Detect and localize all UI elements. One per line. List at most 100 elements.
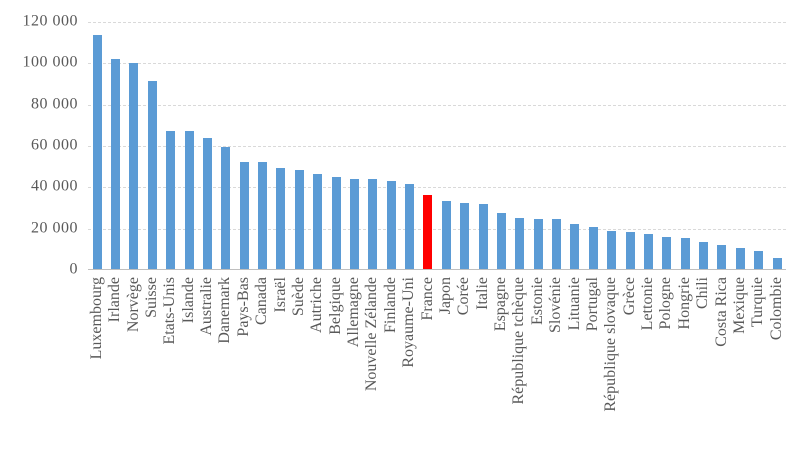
x-tick-label: Hongrie xyxy=(675,277,693,330)
bar xyxy=(129,62,139,270)
bar xyxy=(588,227,598,270)
bar-slot xyxy=(603,22,621,270)
x-tick-label: Pays-Bas xyxy=(234,277,252,337)
x-tick-label: Chili xyxy=(694,277,712,310)
x-tick-label: Islande xyxy=(179,277,197,324)
bar xyxy=(166,130,176,270)
x-label-slot: Lituanie xyxy=(566,277,584,330)
x-label-slot: Autriche xyxy=(308,277,327,333)
x-label-slot: Luxembourg xyxy=(88,277,106,359)
bar-slot xyxy=(106,22,124,270)
x-label-slot: Israël xyxy=(272,277,290,313)
y-tick-label: 80 000 xyxy=(31,95,78,113)
x-label-slot: France xyxy=(419,277,437,321)
bar xyxy=(92,35,102,270)
x-label-slot: Nouvelle Zélande xyxy=(363,277,382,391)
y-tick-label: 0 xyxy=(69,260,78,278)
bar-highlighted-france xyxy=(423,195,433,270)
bar xyxy=(533,218,543,270)
bar-slot xyxy=(272,22,290,270)
x-tick-label: Costa Rica xyxy=(712,277,730,347)
x-tick-label: Italie xyxy=(473,277,491,310)
bar xyxy=(313,173,323,270)
bar xyxy=(680,238,690,270)
x-label-slot: Royaume-Uni xyxy=(400,277,418,368)
x-tick-label: Belgique xyxy=(326,277,344,335)
bar-slot xyxy=(309,22,327,270)
x-label-slot: Suisse xyxy=(143,277,161,318)
bar-slot xyxy=(217,22,235,270)
x-label-slot: Islande xyxy=(180,277,198,323)
x-label-slot: Estonie xyxy=(529,277,547,325)
bar-slot xyxy=(437,22,455,270)
bar xyxy=(276,167,286,270)
y-tick-label: 120 000 xyxy=(22,12,78,30)
bar-slot xyxy=(456,22,474,270)
x-label-slot: Belgique xyxy=(327,277,345,335)
bar-slot xyxy=(327,22,345,270)
x-label-slot: Japon xyxy=(437,277,455,314)
bar-slot xyxy=(566,22,584,270)
gridline xyxy=(88,146,786,147)
x-label-slot: République tchèque xyxy=(510,277,529,405)
y-tick-label: 100 000 xyxy=(22,53,78,71)
x-label-slot: Finlande xyxy=(382,277,400,333)
bar-slot xyxy=(235,22,253,270)
bar-slot xyxy=(713,22,731,270)
gridline xyxy=(88,63,786,65)
gridline xyxy=(88,22,786,23)
bar xyxy=(699,242,709,270)
bar-slot xyxy=(198,22,216,270)
bar xyxy=(202,138,212,270)
bar xyxy=(754,250,764,270)
bar xyxy=(478,203,488,270)
x-tick-label: Autriche xyxy=(308,277,326,333)
bar-slot xyxy=(694,22,712,270)
plot-area xyxy=(88,22,786,270)
bar xyxy=(496,212,506,270)
x-tick-label: Allemagne xyxy=(345,277,363,348)
x-label-slot: Suède xyxy=(290,277,308,316)
bar-slot xyxy=(88,22,106,270)
bar xyxy=(239,161,249,270)
x-label-slot: Costa Rica xyxy=(713,277,731,347)
x-label-slot: Norvège xyxy=(125,277,143,332)
bar-slot xyxy=(676,22,694,270)
bar-slot xyxy=(400,22,418,270)
x-tick-label: France xyxy=(418,277,436,321)
y-tick-label: 40 000 xyxy=(31,177,78,195)
bar-slot xyxy=(731,22,749,270)
x-tick-label: Royaume-Uni xyxy=(400,277,418,368)
x-label-slot: Canada xyxy=(253,277,271,325)
bar xyxy=(147,80,157,270)
bar-slot xyxy=(162,22,180,270)
bar xyxy=(184,130,194,270)
bar xyxy=(772,257,782,270)
bar xyxy=(552,219,562,270)
bar xyxy=(111,59,121,270)
x-tick-label: Mexique xyxy=(730,277,748,334)
x-label-slot: Chili xyxy=(694,277,712,309)
bar xyxy=(331,176,341,270)
x-tick-label: Danemark xyxy=(216,277,234,344)
bar-slot xyxy=(474,22,492,270)
x-label-slot: Slovénie xyxy=(547,277,565,333)
bar xyxy=(294,169,304,270)
x-tick-label: Irlande xyxy=(106,277,124,323)
bar xyxy=(405,184,415,270)
bar xyxy=(735,248,745,270)
x-axis-labels: Luxembourg Irlande Norvège Suisse Etats-Unis… xyxy=(88,277,786,450)
x-label-slot: Mexique xyxy=(731,277,749,334)
x-tick-label: Australie xyxy=(198,277,216,336)
x-tick-label: Estonie xyxy=(528,277,546,325)
bars xyxy=(88,22,786,270)
y-tick-label: 20 000 xyxy=(31,219,78,237)
x-label-slot: Australie xyxy=(198,277,216,336)
x-tick-label: Israël xyxy=(271,277,289,313)
bar-slot xyxy=(419,22,437,270)
bar-slot xyxy=(584,22,602,270)
bar-slot xyxy=(639,22,657,270)
bar xyxy=(625,231,635,270)
bar xyxy=(368,179,378,270)
x-tick-label: République slovaque xyxy=(602,277,620,412)
